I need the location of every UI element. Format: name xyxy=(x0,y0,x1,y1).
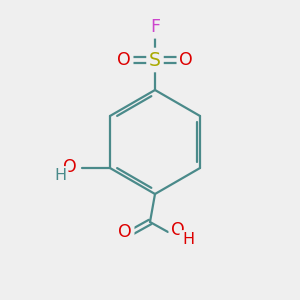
Text: H: H xyxy=(54,169,66,184)
Text: S: S xyxy=(149,50,161,70)
Text: O: O xyxy=(118,223,132,241)
Text: O: O xyxy=(171,221,185,239)
Text: O: O xyxy=(117,51,131,69)
Text: O: O xyxy=(63,158,77,176)
Text: O: O xyxy=(179,51,193,69)
Text: F: F xyxy=(150,18,160,36)
Text: H: H xyxy=(182,232,194,247)
